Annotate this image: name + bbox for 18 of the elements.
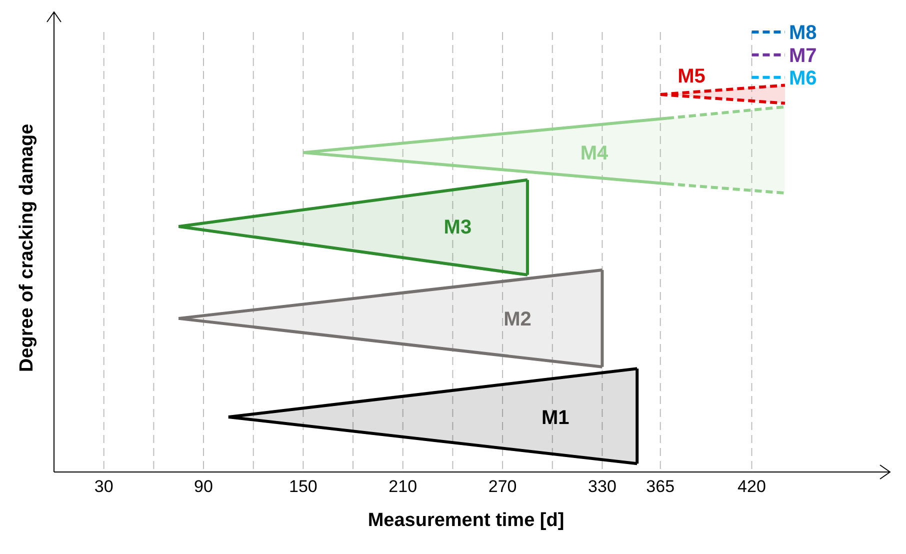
x-axis-title: Measurement time [d] xyxy=(368,510,564,531)
x-tick-label: 150 xyxy=(289,477,318,496)
x-tick-label: 270 xyxy=(488,477,517,496)
series-label: M6 xyxy=(788,67,817,90)
x-tick-label: 30 xyxy=(94,477,114,496)
series-label: M3 xyxy=(444,216,472,239)
series-label: M8 xyxy=(788,22,817,44)
y-axis-title: Degree of cracking damage xyxy=(16,124,38,372)
series-label: M1 xyxy=(541,407,570,430)
x-tick-label: 420 xyxy=(738,477,766,496)
series-label: M2 xyxy=(504,308,532,331)
series-label: M7 xyxy=(788,44,817,67)
series-label: M5 xyxy=(678,65,706,88)
x-tick-label: 330 xyxy=(588,477,616,496)
series-label: M4 xyxy=(580,142,610,165)
x-tick-label: 90 xyxy=(194,477,213,496)
x-tick-label: 210 xyxy=(388,477,418,496)
x-tick-label: 365 xyxy=(646,477,675,496)
